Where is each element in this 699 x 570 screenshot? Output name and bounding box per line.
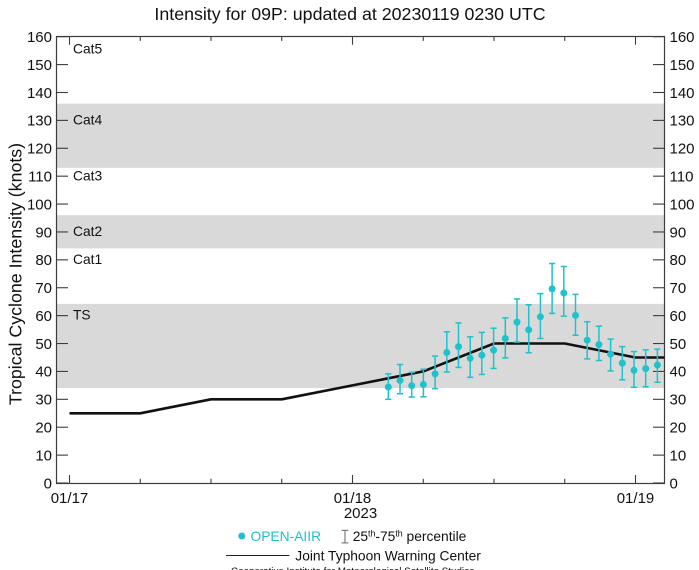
svg-text:110: 110 bbox=[670, 169, 694, 186]
svg-text:10: 10 bbox=[35, 447, 52, 464]
svg-text:Cooperative Institute for Mete: Cooperative Institute for Meteorological… bbox=[231, 567, 475, 570]
svg-text:30: 30 bbox=[35, 392, 52, 409]
svg-text:150: 150 bbox=[670, 57, 695, 74]
svg-text:20: 20 bbox=[670, 420, 687, 437]
svg-text:Cat1: Cat1 bbox=[73, 252, 102, 267]
svg-text:80: 80 bbox=[35, 252, 52, 269]
svg-text:160: 160 bbox=[27, 29, 52, 46]
svg-text:70: 70 bbox=[670, 280, 687, 297]
svg-text:150: 150 bbox=[27, 57, 52, 74]
svg-text:Cat2: Cat2 bbox=[73, 224, 102, 239]
svg-text:0: 0 bbox=[44, 475, 52, 492]
svg-text:50: 50 bbox=[35, 336, 52, 353]
svg-text:TS: TS bbox=[73, 308, 91, 323]
svg-text:20: 20 bbox=[35, 420, 52, 437]
svg-text:2023: 2023 bbox=[344, 505, 377, 522]
svg-text:Intensity for 09P: updated at: Intensity for 09P: updated at 20230119 0… bbox=[154, 4, 545, 24]
svg-text:01/19: 01/19 bbox=[617, 490, 655, 507]
svg-text:01/18: 01/18 bbox=[334, 490, 372, 507]
svg-text:01/17: 01/17 bbox=[51, 490, 89, 507]
svg-text:80: 80 bbox=[670, 252, 687, 269]
svg-text:10: 10 bbox=[670, 447, 687, 464]
svg-text:40: 40 bbox=[670, 364, 687, 381]
svg-text:60: 60 bbox=[35, 308, 52, 325]
svg-text:Cat5: Cat5 bbox=[73, 42, 102, 57]
svg-text:Cat3: Cat3 bbox=[73, 168, 102, 183]
svg-text:70: 70 bbox=[35, 280, 52, 297]
svg-text:120: 120 bbox=[670, 141, 695, 158]
svg-text:90: 90 bbox=[670, 224, 687, 241]
svg-text:Tropical Cyclone Intensity (kn: Tropical Cyclone Intensity (knots) bbox=[6, 143, 26, 405]
svg-text:25th-75th percentile: 25th-75th percentile bbox=[353, 528, 467, 544]
svg-text:50: 50 bbox=[670, 336, 687, 353]
svg-text:130: 130 bbox=[27, 113, 52, 130]
svg-text:Joint Typhoon Warning Center: Joint Typhoon Warning Center bbox=[295, 548, 481, 563]
svg-text:120: 120 bbox=[27, 141, 52, 158]
svg-text:40: 40 bbox=[35, 364, 52, 381]
svg-text:110: 110 bbox=[28, 169, 52, 186]
svg-text:100: 100 bbox=[670, 196, 695, 213]
svg-text:160: 160 bbox=[670, 29, 695, 46]
svg-text:0: 0 bbox=[670, 475, 678, 492]
svg-text:100: 100 bbox=[27, 196, 52, 213]
svg-text:60: 60 bbox=[670, 308, 687, 325]
svg-text:OPEN-AIIR: OPEN-AIIR bbox=[251, 529, 322, 544]
svg-text:Cat4: Cat4 bbox=[73, 113, 102, 128]
svg-text:130: 130 bbox=[670, 113, 695, 130]
svg-text:30: 30 bbox=[670, 392, 687, 409]
svg-text:140: 140 bbox=[670, 85, 695, 102]
svg-text:90: 90 bbox=[35, 224, 52, 241]
svg-text:140: 140 bbox=[27, 85, 52, 102]
